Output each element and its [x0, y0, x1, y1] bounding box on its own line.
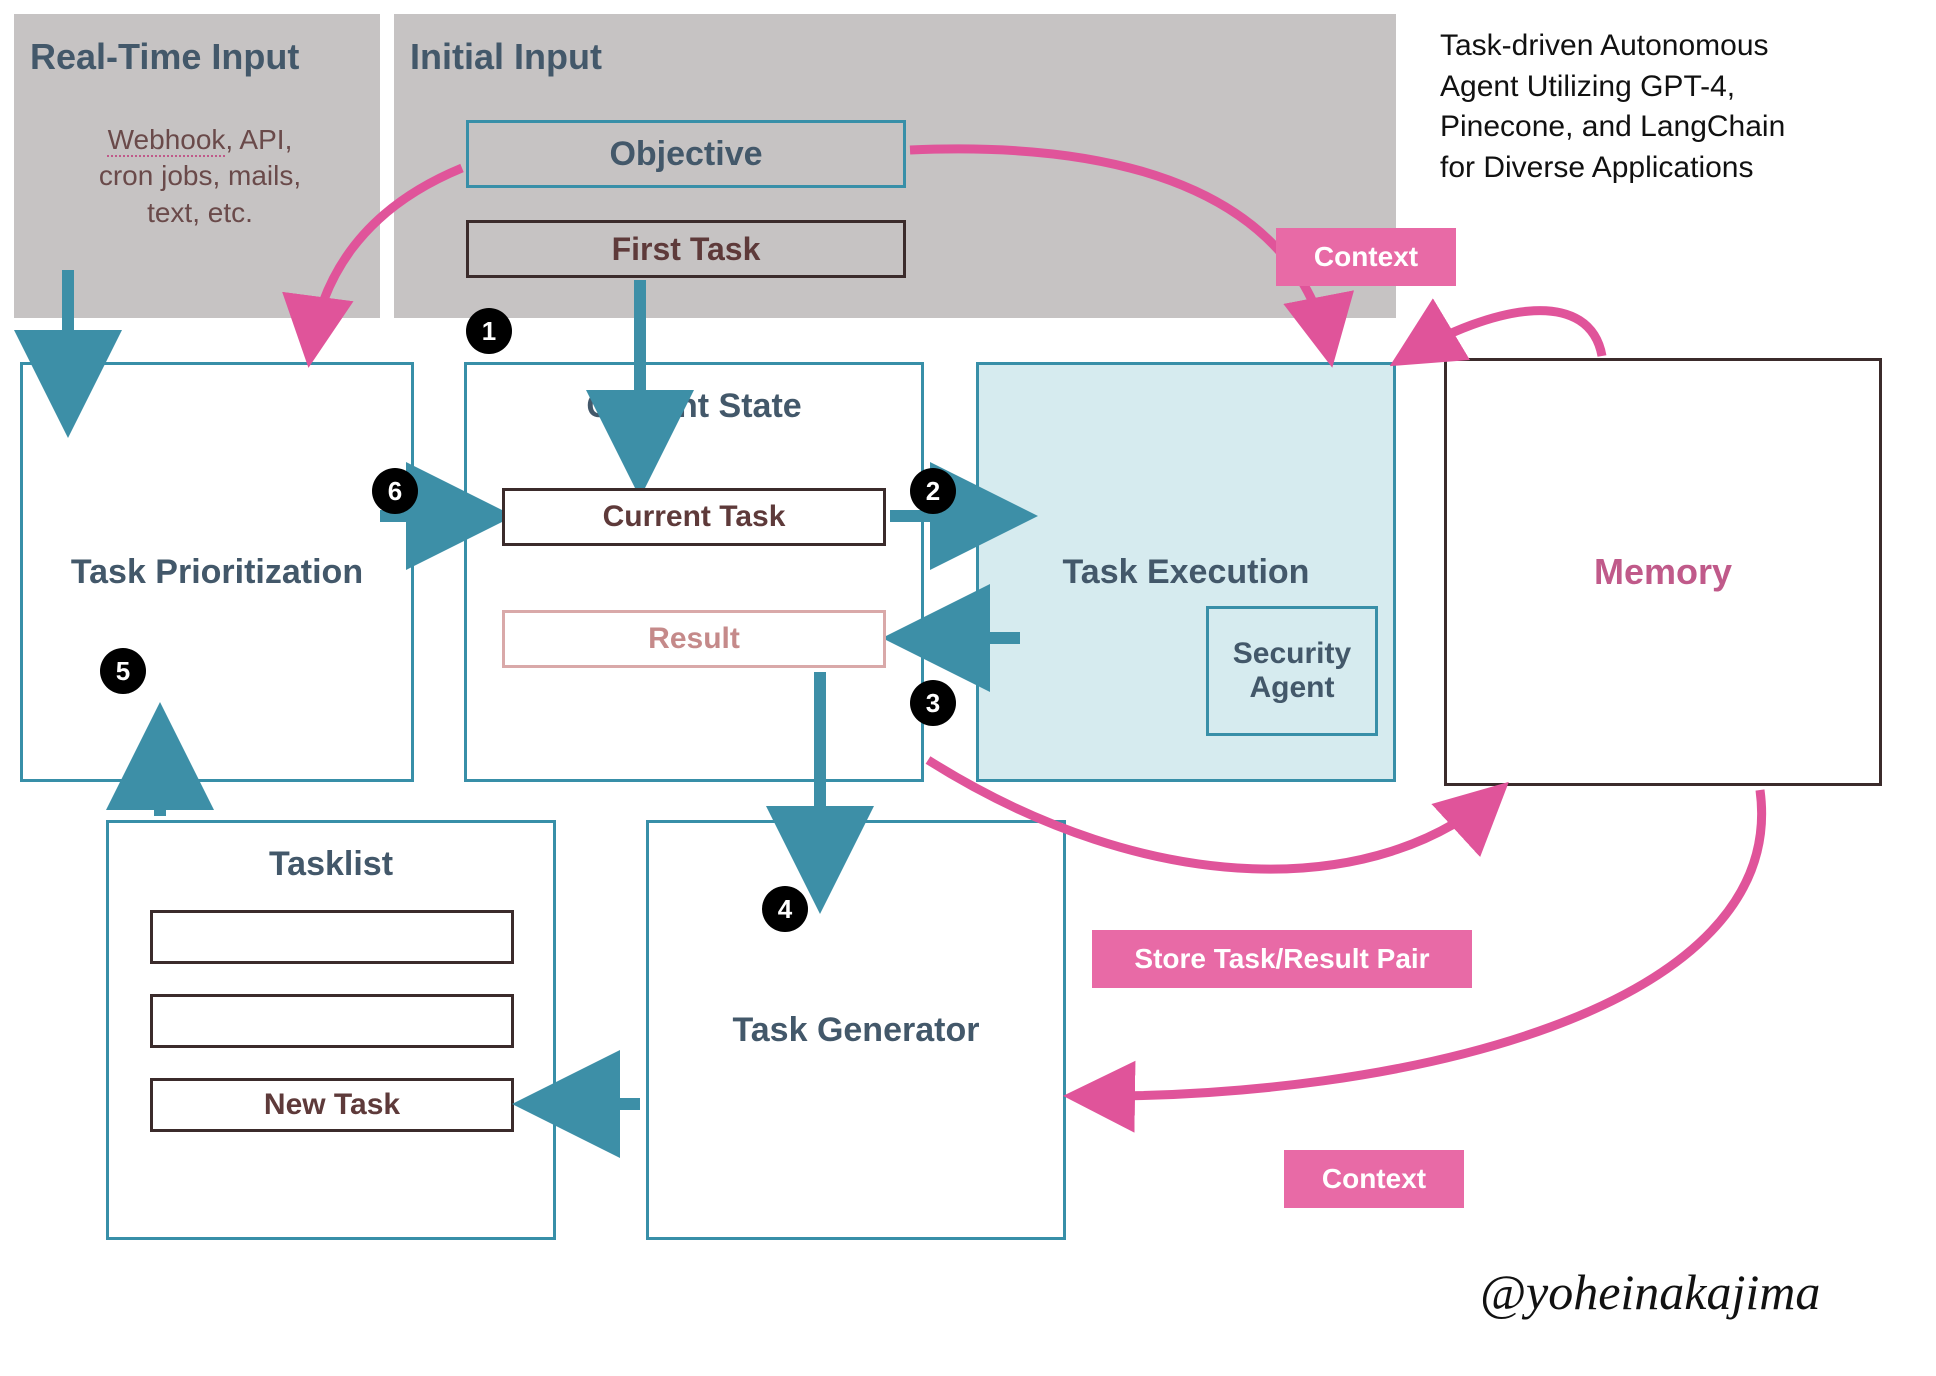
node-objective: Objective: [466, 120, 906, 188]
tag-context-bottom: Context: [1284, 1150, 1464, 1208]
tasklist-row-1: [150, 910, 514, 964]
node-first-task: First Task: [466, 220, 906, 278]
title-line2: Agent Utilizing GPT-4,: [1440, 67, 1910, 108]
title-block: Task-driven Autonomous Agent Utilizing G…: [1440, 26, 1910, 188]
node-result: Result: [502, 610, 886, 668]
step-2: 2: [910, 468, 956, 514]
node-tasklist-heading: Tasklist: [269, 845, 393, 884]
node-task-gen-label: Task Generator: [733, 1011, 980, 1050]
tag-context-top: Context: [1276, 228, 1456, 286]
node-current-state: Current State: [464, 362, 924, 782]
tasklist-row-2: [150, 994, 514, 1048]
diagram-canvas: Real-Time Input Webhook, API, cron jobs,…: [0, 0, 1936, 1376]
node-task-exec-label: Task Execution: [1063, 553, 1310, 592]
node-task-prior-label: Task Prioritization: [71, 553, 363, 592]
step-1-label: 1: [482, 316, 496, 347]
region-realtime-input: Real-Time Input Webhook, API, cron jobs,…: [14, 14, 380, 318]
title-line1: Task-driven Autonomous: [1440, 26, 1910, 67]
node-task-prioritization: Task Prioritization: [20, 362, 414, 782]
step-5-label: 5: [116, 656, 130, 687]
step-3-label: 3: [926, 688, 940, 719]
node-security-agent: Security Agent: [1206, 606, 1378, 736]
realtime-line2: cron jobs, mails,: [60, 158, 340, 194]
node-current-task: Current Task: [502, 488, 886, 546]
tasklist-new-task-label: New Task: [264, 1088, 400, 1122]
step-4: 4: [762, 886, 808, 932]
tag-store: Store Task/Result Pair: [1092, 930, 1472, 988]
region-initial-label: Initial Input: [410, 36, 602, 78]
node-current-state-heading: Current State: [586, 387, 801, 426]
tag-context-top-label: Context: [1314, 241, 1418, 273]
realtime-examples: Webhook, API, cron jobs, mails, text, et…: [60, 122, 340, 231]
tag-store-label: Store Task/Result Pair: [1134, 943, 1429, 975]
realtime-webhook: Webhook: [108, 124, 226, 155]
credit: @yoheinakajima: [1480, 1260, 1820, 1325]
step-3: 3: [910, 680, 956, 726]
realtime-line3: text, etc.: [60, 195, 340, 231]
step-5: 5: [100, 648, 146, 694]
step-4-label: 4: [778, 894, 792, 925]
step-2-label: 2: [926, 476, 940, 507]
node-memory: Memory: [1444, 358, 1882, 786]
node-result-label: Result: [648, 622, 740, 656]
title-line4: for Diverse Applications: [1440, 148, 1910, 189]
tasklist-new-task: New Task: [150, 1078, 514, 1132]
node-current-task-label: Current Task: [603, 500, 786, 534]
step-6-label: 6: [388, 476, 402, 507]
region-realtime-label: Real-Time Input: [30, 36, 299, 78]
step-6: 6: [372, 468, 418, 514]
node-objective-label: Objective: [609, 135, 762, 174]
title-line3: Pinecone, and LangChain: [1440, 107, 1910, 148]
step-1: 1: [466, 308, 512, 354]
arrow-memory-to-exec: [1400, 311, 1602, 360]
tag-context-bot-label: Context: [1322, 1163, 1426, 1195]
node-security-line1: Security: [1233, 637, 1351, 672]
node-security-line2: Agent: [1250, 671, 1335, 706]
node-memory-label: Memory: [1594, 551, 1732, 593]
realtime-line1-rest: , API,: [225, 124, 292, 155]
node-first-task-label: First Task: [612, 231, 761, 268]
node-task-generator: Task Generator: [646, 820, 1066, 1240]
